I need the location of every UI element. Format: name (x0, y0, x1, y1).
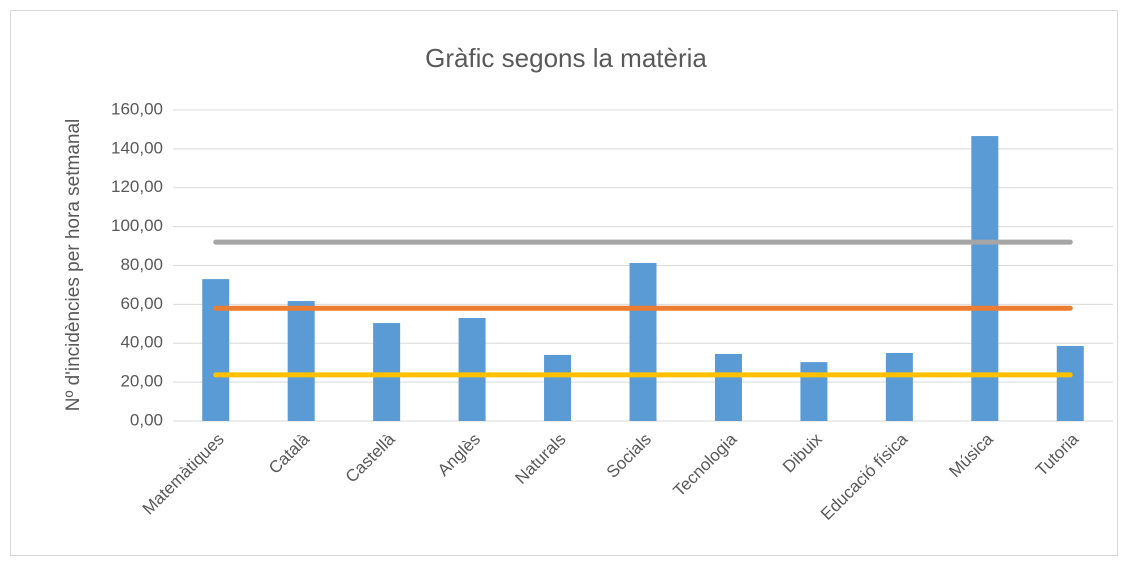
y-tick-label: 160,00 (111, 99, 163, 118)
bar (1056, 345, 1084, 421)
bar (629, 262, 657, 421)
bar (800, 362, 828, 421)
bar (458, 317, 486, 421)
y-tick-label: 60,00 (120, 294, 163, 313)
bar (287, 301, 315, 421)
y-tick-label: 140,00 (111, 138, 163, 157)
y-tick-label: 0,00 (130, 410, 163, 429)
chart-title: Gràfic segons la matèria (425, 43, 707, 73)
bar (373, 323, 401, 421)
y-tick-label: 80,00 (120, 255, 163, 274)
bar (714, 353, 742, 421)
bar (544, 354, 572, 421)
bar (202, 279, 230, 421)
bar (971, 136, 999, 421)
y-tick-label: 120,00 (111, 177, 163, 196)
bar (885, 352, 913, 421)
y-axis-label: Nº d'incidències per hora setmanal (63, 119, 84, 412)
chart-border (10, 10, 1118, 556)
y-tick-label: 100,00 (111, 216, 163, 235)
y-tick-label: 20,00 (120, 372, 163, 391)
y-tick-label: 40,00 (120, 333, 163, 352)
